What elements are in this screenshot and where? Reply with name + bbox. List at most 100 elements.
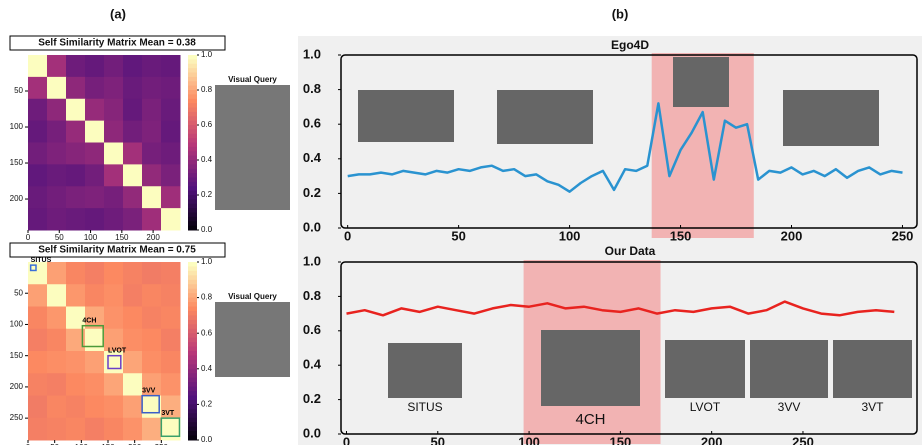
colorbar-segment <box>188 275 197 280</box>
heatmap-cell <box>142 284 162 307</box>
colorbar-segment <box>188 400 197 405</box>
colorbar-segment <box>188 147 197 152</box>
heatmap-cell <box>104 164 124 186</box>
heatmap-cell <box>142 99 162 121</box>
colorbar-segment <box>188 284 197 289</box>
heatmap-cell <box>28 329 48 352</box>
heatmap-cell <box>47 262 67 285</box>
image-label: SITUS <box>407 400 442 414</box>
heatmap-cell <box>28 396 48 419</box>
colorbar-segment <box>188 324 197 329</box>
heatmap-cell <box>47 418 67 441</box>
panel-label: (b) <box>612 6 629 21</box>
colorbar-tick-label: 0.2 <box>201 400 213 409</box>
colorbar-tick-label: 0.4 <box>201 364 213 373</box>
colorbar-segment <box>188 409 197 414</box>
colorbar-segment <box>188 396 197 401</box>
heatmap-cell <box>104 55 124 77</box>
y-tick-label: 150 <box>10 351 24 360</box>
colorbar-segment <box>188 436 197 441</box>
frame-image <box>541 330 640 406</box>
heatmap-cell <box>123 262 143 285</box>
colorbar-segment <box>188 151 197 156</box>
heatmap-cell <box>66 186 86 208</box>
y-tick-label: 200 <box>10 194 24 203</box>
heatmap-cell <box>123 208 143 230</box>
heatmap-cell <box>28 164 48 186</box>
heatmap-cell <box>161 186 181 208</box>
heatmap-cell <box>85 284 105 307</box>
heatmap-cell <box>66 351 86 374</box>
colorbar-segment <box>188 160 197 165</box>
colorbar-segment <box>188 121 197 126</box>
heatmap-cell <box>28 55 48 77</box>
heatmap-cell <box>142 143 162 165</box>
heatmap-cell <box>28 307 48 330</box>
y-tick-label: 0.4 <box>303 357 322 372</box>
heatmap-cell <box>85 55 105 77</box>
heatmap-cell <box>123 164 143 186</box>
y-tick-label: 0.8 <box>303 288 321 303</box>
x-tick-label: 250 <box>892 228 914 243</box>
colorbar-segment <box>188 338 197 343</box>
x-tick-label: 100 <box>84 233 98 242</box>
colorbar-tick-label: 0.4 <box>201 155 213 164</box>
heatmap-cell <box>66 77 86 99</box>
y-tick-label: 1.0 <box>303 46 321 61</box>
heatmap-cell <box>28 99 48 121</box>
colorbar-segment <box>188 431 197 436</box>
heatmap-cell <box>142 55 162 77</box>
colorbar-segment <box>188 94 197 99</box>
colorbar-segment <box>188 77 197 82</box>
heatmap-cell <box>123 99 143 121</box>
heatmap-cell <box>66 396 86 419</box>
figure: (a) (b) Self Similarity Matrix Mean = 0.… <box>0 0 922 445</box>
heatmap-cell <box>28 208 48 230</box>
heatmap-cell <box>104 121 124 143</box>
colorbar-segment <box>188 422 197 427</box>
segment-box-label: LVOT <box>108 348 127 355</box>
heatmap-cell <box>47 77 67 99</box>
colorbar-segment <box>188 364 197 369</box>
heatmap-cell <box>123 77 143 99</box>
colorbar-segment <box>188 271 197 276</box>
y-tick-label: 0.0 <box>303 425 321 440</box>
frame-image <box>358 90 454 142</box>
heatmap-cell <box>104 373 124 396</box>
colorbar-segment <box>188 315 197 320</box>
colorbar-segment <box>188 266 197 271</box>
colorbar-segment <box>188 369 197 374</box>
heatmap-cell <box>104 418 124 441</box>
colorbar-segment <box>188 302 197 307</box>
heatmap-cell <box>66 55 86 77</box>
heatmap-cell <box>104 208 124 230</box>
heatmap-cell <box>66 262 86 285</box>
heatmap-cell <box>66 121 86 143</box>
y-tick-label: 200 <box>10 382 24 391</box>
chart-title: Ego4D <box>611 38 649 52</box>
heatmap-cell <box>47 351 67 374</box>
y-tick-label: 0.2 <box>303 391 321 406</box>
colorbar-segment <box>188 86 197 91</box>
colorbar-segment <box>188 262 197 267</box>
heatmap-cell <box>161 284 181 307</box>
heatmap-cell <box>85 351 105 374</box>
heatmap-cell <box>28 418 48 441</box>
heatmap-cell <box>47 208 67 230</box>
segment-box-label: 3VT <box>161 410 175 417</box>
heatmap-cell <box>47 164 67 186</box>
frame-image <box>665 340 745 398</box>
colorbar-segment <box>188 73 197 78</box>
heatmap-cell <box>142 351 162 374</box>
colorbar-segment <box>188 169 197 174</box>
colorbar-segment <box>188 134 197 139</box>
visual-query-label: Visual Query <box>228 292 277 301</box>
heatmap-cell <box>104 396 124 419</box>
colorbar-segment <box>188 378 197 383</box>
heatmap-cell <box>47 99 67 121</box>
x-tick-label: 150 <box>610 434 632 445</box>
heatmap-cell <box>161 418 181 441</box>
heatmap-cell <box>123 307 143 330</box>
colorbar-segment <box>188 99 197 104</box>
heatmap-cell <box>47 143 67 165</box>
